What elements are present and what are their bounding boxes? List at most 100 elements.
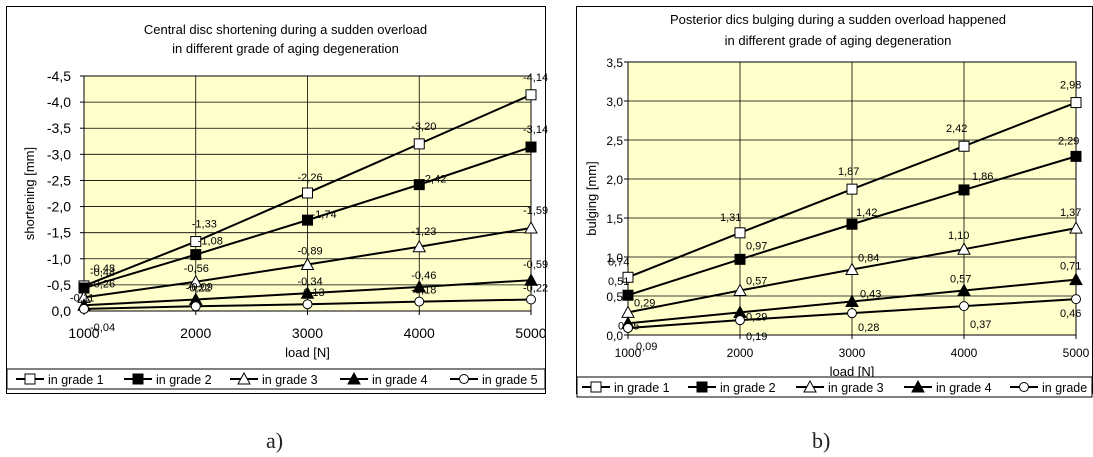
- data-point-grade-2: [958, 184, 970, 196]
- data-label-grade-2: -2,42: [421, 174, 446, 186]
- legend-label-grade-4: in grade 4: [936, 381, 992, 395]
- data-point-grade-1: [525, 89, 537, 101]
- data-point-grade-1: [302, 187, 313, 199]
- data-label-grade-5: 0,19: [746, 331, 767, 343]
- data-label-grade-2: -3,14: [523, 124, 548, 136]
- data-label-grade-4: 0,57: [950, 274, 971, 286]
- data-label-grade-1: 1,87: [838, 166, 859, 178]
- y-tick-label: -1,5: [47, 225, 71, 241]
- data-label-grade-1: 0,74: [608, 256, 629, 268]
- data-point-grade-4: [300, 286, 315, 299]
- data-label-grade-5: 0,37: [970, 319, 991, 331]
- data-label-grade-4: -0,46: [411, 270, 436, 282]
- data-label-grade-3: 1,37: [1060, 207, 1081, 219]
- data-label-grade-2: 0,51: [608, 276, 629, 288]
- data-label-grade-5: 0,28: [858, 322, 879, 334]
- data-label-grade-1: -3,20: [411, 121, 436, 133]
- data-label-grade-5: -0,09: [188, 281, 213, 293]
- legend-marker-grade-2: [132, 373, 144, 385]
- x-tick-label: 5000: [515, 325, 546, 341]
- data-label-grade-5: -0,18: [411, 285, 436, 297]
- data-point-grade-1: [622, 271, 634, 283]
- data-point-grade-2: [734, 253, 746, 265]
- data-point-grade-5: [1071, 294, 1081, 305]
- data-label-grade-3: 0,57: [746, 276, 767, 288]
- data-label-grade-2: 1,86: [972, 171, 993, 183]
- legend-label-grade-5: in grade 5: [482, 373, 538, 387]
- x-tick-label: 1000: [615, 346, 642, 360]
- data-label-grade-1: 2,42: [946, 123, 967, 135]
- data-point-grade-5: [526, 294, 536, 305]
- caption-a: a): [266, 428, 284, 453]
- data-label-grade-3: 0,29: [634, 297, 655, 309]
- data-label-grade-1: -2,26: [298, 172, 323, 184]
- data-point-grade-1: [958, 140, 970, 152]
- data-label-grade-1: -4,14: [523, 72, 548, 84]
- data-label-grade-2: 2,29: [1058, 135, 1079, 147]
- data-point-grade-2: [525, 141, 537, 153]
- x-tick-label: 5000: [1063, 346, 1090, 360]
- legend-label-grade-3: in grade 3: [828, 381, 884, 395]
- x-axis-label: load [N]: [285, 345, 330, 360]
- legend-marker-grade-5: [459, 374, 469, 384]
- y-tick-label: -3,0: [47, 146, 71, 162]
- legend-label-grade-1: in grade 1: [48, 373, 104, 387]
- data-label-grade-1: -0,48: [90, 263, 115, 275]
- legend-marker-grade-3: [803, 379, 817, 393]
- data-label-grade-5: 0,09: [636, 341, 657, 353]
- legend-label-grade-1: in grade 1: [614, 381, 670, 395]
- y-tick-label: 0,0: [606, 329, 623, 343]
- legend-label-grade-2: in grade 2: [720, 381, 776, 395]
- data-label-grade-3: 1,10: [948, 230, 969, 242]
- y-tick-label: -2,0: [47, 199, 71, 215]
- y-tick-label: 2,5: [606, 134, 623, 148]
- data-point-grade-5: [735, 315, 745, 326]
- x-tick-label: 3000: [292, 325, 323, 341]
- data-point-grade-5: [79, 303, 89, 314]
- caption-b: b): [812, 428, 831, 453]
- data-label-grade-2: -0,44: [90, 267, 115, 279]
- data-point-grade-2: [190, 249, 202, 261]
- legend-marker-grade-4: [911, 379, 925, 393]
- y-tick-label: 0,5: [606, 290, 623, 304]
- data-point-grade-5: [190, 301, 201, 312]
- data-label-grade-3: -0,89: [298, 246, 323, 258]
- data-label-grade-5: -0,22: [523, 283, 548, 295]
- data-label-grade-3: -1,59: [523, 205, 548, 217]
- data-label-grade-1: 2,98: [1060, 80, 1081, 92]
- chart-title: Posterior dics bulging during a sudden o…: [670, 12, 1006, 27]
- legend-marker-grade-3: [237, 371, 251, 385]
- data-point-grade-3: [300, 257, 315, 271]
- y-tick-label: 1,0: [606, 251, 623, 265]
- data-label-grade-3: -1,23: [411, 226, 436, 238]
- data-label-grade-4: -0,11: [70, 292, 94, 304]
- y-tick-label: -3,5: [47, 120, 71, 136]
- data-point-grade-3: [845, 262, 859, 275]
- data-label-grade-4: -0,22: [186, 283, 211, 295]
- data-point-grade-3: [188, 274, 203, 288]
- chart-title: in different grade of aging degeneration: [172, 41, 399, 56]
- data-point-grade-1: [190, 236, 202, 248]
- data-label-grade-2: -1,08: [198, 236, 223, 248]
- data-point-grade-2: [622, 289, 634, 301]
- x-axis-label: load [N]: [830, 364, 875, 379]
- legend-marker-grade-4: [347, 371, 361, 385]
- data-point-grade-4: [1069, 272, 1083, 286]
- y-axis-label: shortening [mm]: [22, 147, 37, 240]
- legend-label-grade-3: in grade 3: [262, 373, 318, 387]
- data-label-grade-1: 1,31: [720, 212, 741, 224]
- x-tick-label: 1000: [68, 325, 99, 341]
- data-point-grade-3: [733, 283, 747, 297]
- data-label-grade-4: -0,34: [298, 276, 323, 288]
- legend-label-grade-4: in grade 4: [372, 373, 428, 387]
- data-label-grade-2: 1,42: [856, 207, 877, 219]
- data-point-grade-2: [302, 214, 313, 226]
- y-tick-label: -4,0: [47, 94, 71, 110]
- y-axis-label: bulging [mm]: [584, 161, 599, 235]
- data-label-grade-5: 0,46: [1060, 308, 1081, 320]
- chart-title: in different grade of aging degeneration: [725, 33, 952, 48]
- data-point-grade-4: [524, 273, 538, 286]
- x-tick-label: 4000: [951, 346, 978, 360]
- legend-marker-grade-1: [590, 381, 602, 393]
- y-tick-label: 1,5: [606, 212, 623, 226]
